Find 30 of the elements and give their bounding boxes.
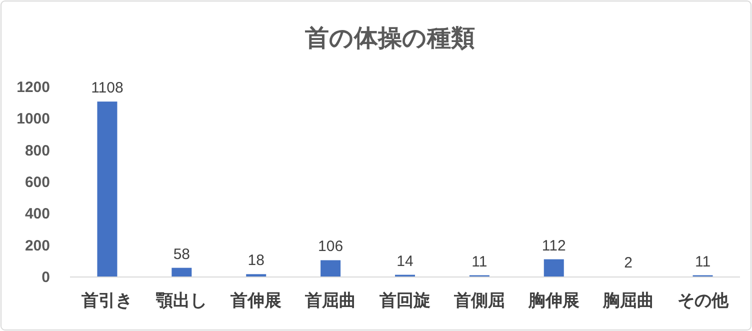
x-tick-label: 首屈曲 [304,291,356,310]
y-tick-label: 400 [24,206,50,223]
x-tick-label: 顎出し [155,291,208,310]
x-tick-label: 胸屈曲 [602,291,654,310]
data-label: 112 [542,237,566,254]
y-tick-label: 800 [24,142,50,160]
data-label: 14 [396,252,414,270]
bar [544,259,564,277]
data-label: 11 [694,253,711,270]
chart-title: 首の体操の種類 [304,25,475,52]
bar [320,260,341,277]
data-label: 106 [318,238,344,256]
x-tick-label: 胸伸展 [527,291,580,310]
x-tick-label: 首引き [80,291,133,310]
y-tick-label: 600 [24,174,50,191]
data-label: 1108 [91,80,124,97]
bar [97,102,118,277]
x-tick-label: 首側屈 [452,291,505,310]
data-label: 11 [472,253,488,270]
data-label: 2 [624,254,633,272]
y-tick-label: 0 [42,269,50,286]
x-tick-label: その他 [677,291,730,310]
y-tick-label: 1000 [16,110,50,128]
x-tick-label: 首伸展 [230,291,282,310]
y-tick-label: 1200 [16,79,50,96]
y-tick-label: 200 [24,237,50,254]
bar [172,268,192,277]
x-tick-label: 首回旋 [378,291,430,310]
data-label: 18 [248,252,264,270]
data-label: 58 [173,246,190,263]
